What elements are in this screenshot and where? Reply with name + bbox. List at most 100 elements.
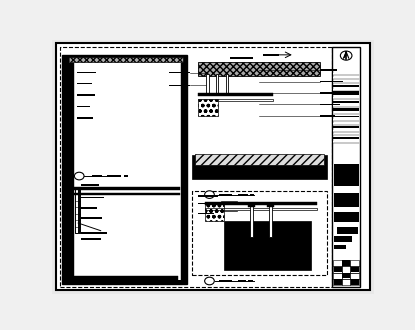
Bar: [342, 266, 350, 273]
Bar: [250, 205, 253, 237]
Bar: [206, 74, 209, 93]
Bar: [333, 101, 359, 103]
Bar: [224, 221, 311, 270]
Bar: [230, 57, 253, 59]
Bar: [351, 267, 359, 272]
Bar: [71, 198, 73, 200]
Bar: [216, 74, 218, 93]
Bar: [124, 175, 128, 177]
Bar: [77, 72, 96, 73]
Bar: [68, 57, 183, 62]
Bar: [333, 97, 359, 99]
Bar: [333, 73, 359, 76]
Bar: [71, 189, 73, 191]
Bar: [333, 84, 359, 87]
Bar: [205, 204, 224, 221]
Bar: [333, 113, 359, 115]
Bar: [333, 260, 342, 266]
Bar: [334, 193, 359, 208]
Bar: [181, 63, 185, 280]
Bar: [333, 108, 359, 111]
Bar: [333, 126, 359, 128]
Bar: [92, 175, 102, 177]
Bar: [342, 260, 350, 266]
Bar: [320, 92, 338, 94]
Bar: [350, 273, 359, 279]
Bar: [333, 273, 342, 279]
Bar: [219, 194, 232, 196]
Bar: [192, 191, 327, 275]
Bar: [60, 47, 332, 286]
Bar: [81, 238, 101, 240]
Bar: [79, 187, 81, 233]
Bar: [248, 204, 255, 207]
Bar: [198, 213, 214, 214]
Bar: [248, 280, 253, 282]
Bar: [68, 58, 183, 280]
Bar: [77, 117, 93, 119]
Bar: [334, 267, 342, 272]
Bar: [81, 217, 103, 219]
Bar: [320, 115, 335, 116]
Bar: [169, 84, 190, 86]
Bar: [342, 273, 350, 279]
Bar: [66, 88, 68, 90]
Bar: [351, 280, 359, 285]
Bar: [333, 134, 359, 136]
Bar: [342, 260, 350, 266]
Circle shape: [205, 277, 214, 285]
Bar: [333, 137, 359, 139]
Bar: [350, 266, 359, 273]
Bar: [333, 119, 359, 121]
Bar: [61, 55, 187, 283]
Bar: [333, 123, 359, 125]
Bar: [77, 83, 92, 84]
Bar: [107, 175, 115, 177]
Bar: [342, 279, 350, 285]
Bar: [333, 142, 359, 143]
Bar: [238, 280, 247, 282]
Bar: [198, 203, 224, 204]
Bar: [238, 194, 248, 196]
Bar: [192, 155, 327, 180]
Bar: [333, 89, 359, 91]
Bar: [198, 195, 217, 197]
Bar: [71, 207, 73, 209]
Bar: [333, 91, 359, 95]
Bar: [77, 94, 95, 96]
Bar: [333, 279, 342, 285]
Bar: [333, 105, 359, 107]
Bar: [72, 187, 180, 190]
Bar: [68, 276, 178, 280]
Bar: [81, 197, 104, 198]
Bar: [81, 207, 98, 209]
Bar: [198, 93, 273, 95]
Bar: [77, 106, 90, 107]
Bar: [81, 232, 107, 234]
Bar: [320, 81, 343, 82]
Bar: [205, 202, 317, 205]
Bar: [66, 103, 68, 105]
Bar: [267, 204, 274, 207]
Bar: [198, 62, 320, 77]
Bar: [72, 193, 180, 195]
Bar: [320, 69, 337, 71]
Bar: [350, 279, 359, 285]
Bar: [195, 154, 324, 165]
Bar: [334, 236, 352, 242]
Bar: [269, 205, 272, 237]
Bar: [320, 104, 340, 105]
Bar: [333, 81, 359, 83]
Bar: [333, 130, 359, 132]
Bar: [334, 212, 359, 222]
Bar: [334, 164, 359, 186]
Polygon shape: [344, 52, 346, 58]
Bar: [169, 72, 190, 73]
Bar: [81, 184, 99, 186]
Bar: [337, 227, 359, 234]
Bar: [333, 115, 359, 117]
Bar: [66, 75, 68, 77]
Bar: [198, 99, 217, 116]
Bar: [250, 194, 254, 196]
Bar: [334, 280, 342, 285]
